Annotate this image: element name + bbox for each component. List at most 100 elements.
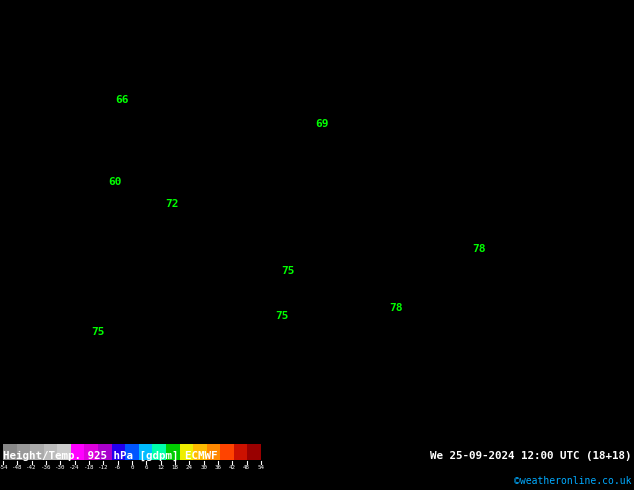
Text: 3: 3	[217, 408, 222, 416]
Text: 4: 4	[120, 280, 125, 289]
Text: 4: 4	[270, 357, 275, 366]
Text: 2: 2	[413, 382, 417, 391]
Text: 5: 5	[210, 365, 215, 374]
Text: 2: 2	[593, 373, 597, 383]
Text: 3: 3	[420, 408, 425, 416]
Text: 5: 5	[247, 0, 252, 8]
Text: 0: 0	[630, 110, 634, 119]
Text: 8: 8	[22, 42, 27, 50]
Text: 6: 6	[195, 348, 200, 357]
Text: 6: 6	[240, 59, 245, 68]
Text: 6: 6	[53, 271, 57, 280]
Text: 2: 2	[465, 280, 470, 289]
Text: 8: 8	[98, 0, 102, 8]
Text: 3: 3	[578, 50, 582, 59]
Text: 3: 3	[375, 75, 380, 85]
Text: 2: 2	[578, 186, 582, 196]
Text: 6: 6	[330, 212, 335, 221]
Text: 4: 4	[368, 67, 372, 76]
Text: 3: 3	[330, 16, 335, 25]
Text: 4: 4	[330, 84, 335, 93]
Text: 3: 3	[548, 16, 552, 25]
Text: 5: 5	[495, 16, 500, 25]
Text: 4: 4	[188, 186, 192, 196]
Text: 8: 8	[135, 0, 139, 8]
Text: 5: 5	[120, 118, 125, 127]
Text: 4: 4	[368, 101, 372, 110]
Text: 5: 5	[98, 373, 102, 383]
Text: 7: 7	[60, 50, 65, 59]
Text: 6: 6	[120, 178, 125, 187]
Text: 1: 1	[623, 322, 627, 332]
Text: 3: 3	[390, 59, 394, 68]
Text: 2: 2	[593, 84, 597, 93]
Text: 4: 4	[307, 59, 312, 68]
Text: 3: 3	[450, 169, 455, 178]
Text: 4: 4	[405, 7, 410, 17]
Text: 3: 3	[562, 24, 567, 33]
Text: 3: 3	[300, 67, 304, 76]
Text: 8: 8	[22, 59, 27, 68]
Text: 2: 2	[548, 75, 552, 85]
Text: 0: 0	[585, 305, 590, 315]
Text: 5: 5	[90, 348, 94, 357]
Text: 2: 2	[540, 127, 545, 136]
Text: 5: 5	[188, 135, 192, 144]
Text: 5: 5	[225, 289, 230, 297]
Text: 1: 1	[600, 212, 605, 221]
Text: 5: 5	[360, 254, 365, 264]
Text: 6: 6	[45, 348, 49, 357]
Text: 4: 4	[225, 408, 230, 416]
Text: 1: 1	[562, 271, 567, 280]
Text: 3: 3	[427, 220, 432, 229]
Text: 2: 2	[480, 169, 484, 178]
Text: 6: 6	[278, 186, 282, 196]
Text: 5: 5	[360, 246, 365, 255]
Text: 5: 5	[278, 212, 282, 221]
Text: 5: 5	[292, 93, 297, 101]
Text: 1: 1	[337, 357, 342, 366]
Text: 9: 9	[60, 42, 65, 50]
Text: 2: 2	[623, 416, 627, 425]
Text: 5: 5	[90, 195, 94, 204]
Text: 4: 4	[345, 263, 349, 272]
Text: 1: 1	[495, 229, 500, 238]
Text: 4: 4	[382, 289, 387, 297]
Text: 5: 5	[112, 322, 117, 332]
Text: 0: 0	[525, 203, 529, 212]
Text: 6: 6	[217, 42, 222, 50]
Text: 6: 6	[127, 144, 132, 153]
Text: 1: 1	[593, 314, 597, 323]
Text: 3: 3	[443, 271, 447, 280]
Text: 2: 2	[345, 382, 349, 391]
Text: 4: 4	[443, 84, 447, 93]
Text: 3: 3	[450, 340, 455, 348]
Text: 2: 2	[435, 203, 439, 212]
Text: 4: 4	[435, 33, 439, 42]
Text: 1: 1	[480, 271, 484, 280]
Text: 2: 2	[607, 212, 612, 221]
Text: 3: 3	[398, 331, 402, 340]
Text: 3: 3	[270, 425, 275, 434]
Text: 3: 3	[405, 340, 410, 348]
Text: 4: 4	[337, 297, 342, 306]
Text: 5: 5	[323, 246, 327, 255]
Text: 4: 4	[353, 289, 357, 297]
Text: 4: 4	[345, 135, 349, 144]
Text: 1: 1	[510, 220, 515, 229]
Text: 3: 3	[413, 399, 417, 408]
Text: 8: 8	[112, 16, 117, 25]
Text: 4: 4	[240, 399, 245, 408]
Text: 6: 6	[210, 16, 215, 25]
Text: 6: 6	[195, 59, 200, 68]
Text: 4: 4	[405, 59, 410, 68]
Text: 5: 5	[150, 152, 155, 161]
Text: 3: 3	[307, 348, 312, 357]
Text: 6: 6	[37, 263, 42, 272]
Text: 5: 5	[165, 169, 170, 178]
Text: 6: 6	[127, 50, 132, 59]
Text: 2: 2	[607, 254, 612, 264]
Text: 4: 4	[435, 357, 439, 366]
Text: 4: 4	[157, 229, 162, 238]
Text: 6: 6	[30, 152, 35, 161]
